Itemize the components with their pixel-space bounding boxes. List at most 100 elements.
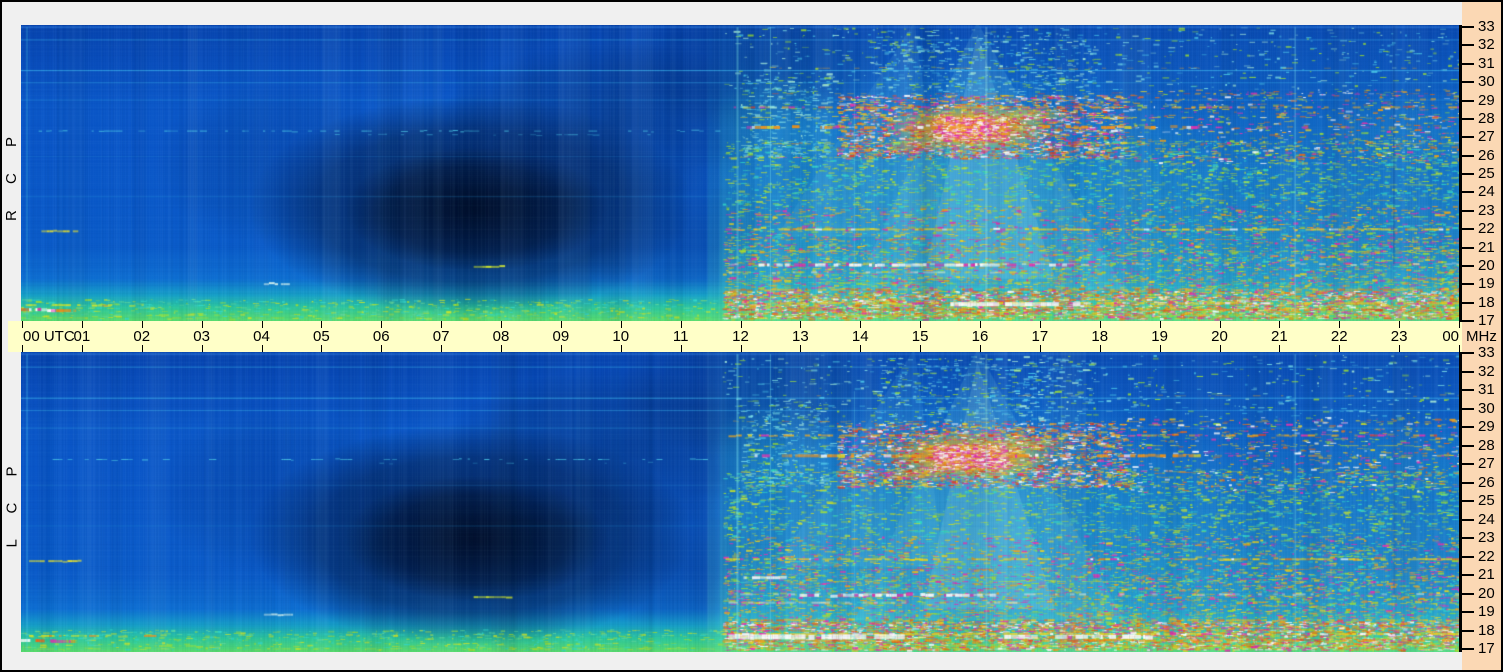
frequency-tick-label: 23 bbox=[1478, 201, 1495, 219]
frequency-tick-label: 27 bbox=[1478, 128, 1495, 146]
time-tick bbox=[620, 345, 622, 352]
frequency-tick bbox=[1459, 592, 1474, 595]
frequency-tick-label: 18 bbox=[1478, 621, 1495, 639]
frequency-tick bbox=[1459, 228, 1474, 231]
time-tick-label: 08 bbox=[492, 328, 510, 345]
time-axis-band: 00 UTC 01 02 03 04 05 06 07 08 09 10 11 12 13 14 15 16 17… bbox=[8, 321, 1462, 352]
time-tick-label: 15 bbox=[911, 328, 929, 345]
time-tick bbox=[620, 321, 622, 328]
frequency-tick bbox=[1459, 99, 1474, 102]
frequency-tick bbox=[1459, 426, 1474, 428]
frequency-tick bbox=[1459, 173, 1474, 175]
time-tick bbox=[560, 321, 562, 328]
time-tick bbox=[81, 321, 83, 328]
frequency-tick bbox=[1459, 191, 1474, 194]
rcp-spectrogram-canvas bbox=[21, 25, 1460, 321]
lcp-frequency-axis-line bbox=[1459, 352, 1462, 652]
time-tick bbox=[22, 321, 23, 328]
time-tick-label: 21 bbox=[1271, 328, 1288, 345]
time-tick bbox=[381, 321, 383, 328]
frequency-tick bbox=[1459, 246, 1474, 249]
time-tick-label: 12 bbox=[732, 328, 749, 345]
frequency-tick bbox=[1459, 26, 1474, 28]
time-tick bbox=[1399, 345, 1401, 352]
frequency-tick-label: 18 bbox=[1478, 293, 1495, 311]
time-tick bbox=[1099, 345, 1101, 352]
time-tick bbox=[201, 345, 203, 352]
time-tick bbox=[800, 345, 802, 352]
time-tick bbox=[321, 345, 323, 352]
lcp-panel-label-box: L C P bbox=[2, 352, 21, 651]
lcp-spectrogram-canvas bbox=[21, 352, 1460, 652]
rcp-panel-label: R C P bbox=[3, 125, 21, 221]
lcp-panel-label: L C P bbox=[3, 455, 20, 548]
time-tick bbox=[1279, 345, 1281, 352]
frequency-tick-label: 32 bbox=[1478, 362, 1495, 380]
frequency-tick bbox=[1459, 301, 1474, 304]
frequency-tick bbox=[1459, 574, 1474, 576]
frequency-tick-label: 29 bbox=[1478, 418, 1495, 435]
time-tick bbox=[800, 321, 802, 328]
frequency-tick bbox=[1459, 389, 1474, 391]
time-tick-label: 18 bbox=[1091, 328, 1109, 345]
frequency-tick-label: 17 bbox=[1478, 640, 1495, 657]
time-tick bbox=[740, 345, 742, 352]
time-tick-label: 01 bbox=[73, 328, 91, 345]
time-tick-label: 04 bbox=[253, 328, 270, 345]
frequency-tick-label: 26 bbox=[1478, 146, 1495, 164]
time-tick-label: 16 bbox=[971, 328, 989, 345]
frequency-tick-label: 32 bbox=[1478, 36, 1495, 54]
frequency-tick bbox=[1459, 62, 1474, 65]
frequency-tick bbox=[1459, 370, 1474, 373]
frequency-tick-label: 24 bbox=[1478, 510, 1495, 528]
frequency-tick-label: 26 bbox=[1478, 473, 1495, 491]
frequency-tick bbox=[1459, 154, 1474, 157]
time-tick bbox=[261, 345, 263, 352]
frequency-tick-label: 30 bbox=[1478, 73, 1495, 91]
frequency-tick bbox=[1459, 500, 1474, 502]
time-tick-label: 17 bbox=[1031, 328, 1049, 345]
frequency-tick-label: 31 bbox=[1478, 381, 1495, 398]
time-tick-label: 19 bbox=[1151, 328, 1168, 345]
time-tick-label: 22 bbox=[1330, 328, 1348, 345]
time-tick-label: 00 bbox=[1442, 328, 1459, 345]
frequency-tick-label: 30 bbox=[1478, 399, 1495, 417]
time-tick-label: 05 bbox=[313, 328, 330, 345]
time-tick-label: 02 bbox=[133, 328, 151, 345]
frequency-tick bbox=[1459, 209, 1474, 212]
time-tick-label: 09 bbox=[552, 328, 570, 345]
time-tick bbox=[860, 345, 862, 352]
time-tick bbox=[680, 321, 682, 328]
time-tick bbox=[1339, 345, 1341, 352]
frequency-tick-label: 25 bbox=[1478, 492, 1495, 509]
frequency-axis-column bbox=[1462, 2, 1501, 670]
time-tick bbox=[201, 321, 203, 328]
time-tick bbox=[1399, 321, 1401, 328]
frequency-tick bbox=[1459, 629, 1474, 632]
frequency-tick bbox=[1459, 117, 1474, 120]
frequency-tick-label: 19 bbox=[1478, 603, 1495, 620]
time-tick bbox=[81, 345, 83, 352]
frequency-tick bbox=[1459, 463, 1474, 465]
time-tick bbox=[1159, 345, 1161, 352]
time-tick bbox=[141, 345, 143, 352]
time-tick bbox=[1159, 321, 1161, 328]
frequency-tick-label: 20 bbox=[1478, 584, 1495, 602]
frequency-tick bbox=[1459, 537, 1474, 539]
frequency-tick bbox=[1459, 555, 1474, 558]
frequency-tick-label: 21 bbox=[1478, 566, 1495, 583]
time-tick bbox=[141, 321, 143, 328]
time-tick bbox=[501, 345, 502, 352]
time-tick bbox=[560, 345, 562, 352]
time-tick bbox=[860, 321, 862, 328]
frequency-tick bbox=[1459, 518, 1474, 521]
time-tick bbox=[1459, 321, 1460, 328]
frequency-tick-label: 33 bbox=[1478, 344, 1495, 361]
frequency-tick bbox=[1459, 44, 1474, 47]
time-tick-label: 03 bbox=[193, 328, 210, 345]
frequency-tick-label: 33 bbox=[1478, 18, 1495, 35]
time-tick-label: 11 bbox=[672, 328, 689, 345]
time-tick bbox=[321, 321, 323, 328]
